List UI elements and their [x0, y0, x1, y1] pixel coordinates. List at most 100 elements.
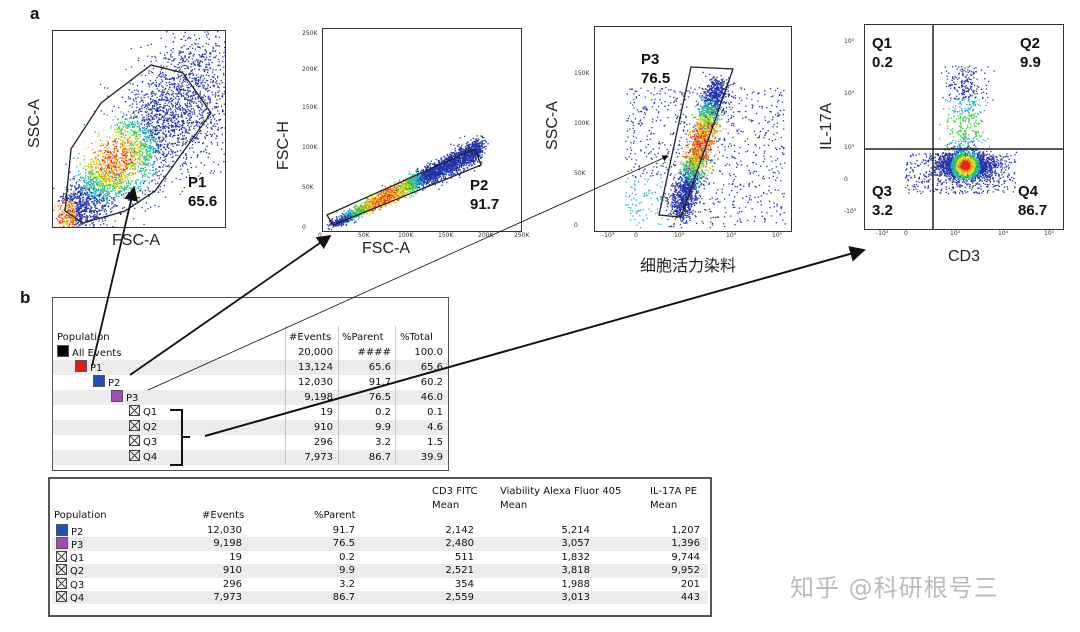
event-dot	[204, 99, 206, 101]
event-dot	[210, 141, 212, 143]
event-dot	[141, 107, 143, 110]
event-dot	[164, 125, 166, 127]
event-dot	[187, 99, 189, 101]
event-dot	[174, 106, 177, 108]
event-dot	[59, 221, 61, 223]
event-dot	[138, 188, 140, 190]
event-dot	[162, 86, 164, 88]
event-dot	[200, 56, 202, 58]
event-dot	[126, 142, 129, 144]
event-dot	[77, 208, 79, 210]
event-dot	[175, 126, 177, 128]
event-dot	[68, 204, 70, 206]
event-dot	[138, 112, 140, 114]
event-dot	[196, 82, 199, 85]
event-dot	[87, 178, 89, 180]
event-dot	[188, 56, 190, 59]
event-dot	[182, 141, 184, 143]
event-dot	[97, 132, 100, 134]
event-dot	[109, 159, 112, 161]
event-dot	[126, 127, 129, 129]
event-dot	[75, 175, 77, 177]
event-dot	[67, 220, 69, 222]
event-dot	[114, 166, 117, 168]
event-dot	[180, 86, 182, 88]
event-dot	[95, 198, 97, 200]
event-dot	[184, 89, 187, 91]
event-dot	[74, 185, 76, 187]
event-dot	[101, 218, 103, 220]
event-dot	[84, 186, 87, 188]
event-dot	[95, 168, 97, 170]
event-dot	[120, 182, 123, 184]
event-dot	[74, 189, 77, 191]
event-dot	[107, 179, 109, 181]
event-dot	[73, 202, 75, 204]
event-dot	[86, 179, 88, 182]
event-dot	[71, 199, 74, 201]
event-dot	[145, 137, 147, 139]
event-dot	[76, 217, 78, 219]
event-dot	[210, 78, 212, 81]
event-dot	[172, 41, 174, 43]
event-dot	[450, 153, 452, 156]
event-dot	[162, 107, 164, 109]
event-dot	[117, 180, 119, 182]
event-dot	[175, 105, 177, 107]
event-dot	[71, 207, 73, 209]
event-dot	[191, 101, 194, 103]
event-dot	[126, 174, 128, 176]
event-dot	[100, 182, 103, 184]
event-dot	[161, 126, 163, 128]
event-dot	[138, 129, 141, 131]
event-dot	[144, 94, 146, 96]
event-dot	[142, 127, 145, 129]
event-dot	[114, 128, 116, 130]
event-dot	[118, 164, 120, 166]
event-dot	[211, 143, 213, 145]
event-dot	[168, 124, 170, 127]
event-dot	[184, 161, 186, 163]
event-dot	[158, 90, 160, 92]
event-dot	[75, 187, 77, 189]
event-dot	[211, 128, 213, 130]
event-dot	[178, 116, 180, 118]
event-dot	[117, 158, 119, 161]
event-dot	[171, 130, 174, 132]
event-dot	[57, 209, 60, 211]
event-dot	[153, 141, 155, 143]
event-dot	[139, 140, 141, 143]
event-dot	[165, 94, 167, 96]
event-dot	[216, 144, 219, 146]
event-dot	[132, 150, 134, 152]
event-dot	[123, 147, 125, 149]
event-dot	[100, 175, 102, 178]
event-dot	[84, 193, 86, 195]
event-dot	[138, 186, 140, 188]
event-dot	[99, 224, 102, 226]
event-dot	[85, 176, 87, 178]
event-dot	[185, 105, 187, 107]
event-dot	[175, 103, 177, 106]
event-dot	[107, 142, 109, 144]
event-dot	[74, 193, 76, 195]
event-dot	[162, 159, 164, 162]
event-dot	[176, 88, 179, 90]
event-dot	[92, 203, 95, 205]
event-dot	[165, 105, 167, 107]
event-dot	[168, 94, 171, 96]
event-dot	[152, 117, 154, 120]
event-dot	[75, 196, 77, 198]
event-dot	[90, 182, 93, 185]
event-dot	[140, 168, 142, 170]
event-dot	[153, 127, 155, 129]
event-dot	[221, 61, 224, 63]
event-dot	[118, 162, 121, 164]
event-dot	[147, 147, 150, 149]
event-dot	[83, 179, 86, 181]
event-dot	[156, 108, 158, 111]
event-dot	[97, 188, 100, 190]
event-dot	[65, 202, 68, 204]
event-dot	[110, 162, 112, 164]
event-dot	[161, 170, 164, 172]
